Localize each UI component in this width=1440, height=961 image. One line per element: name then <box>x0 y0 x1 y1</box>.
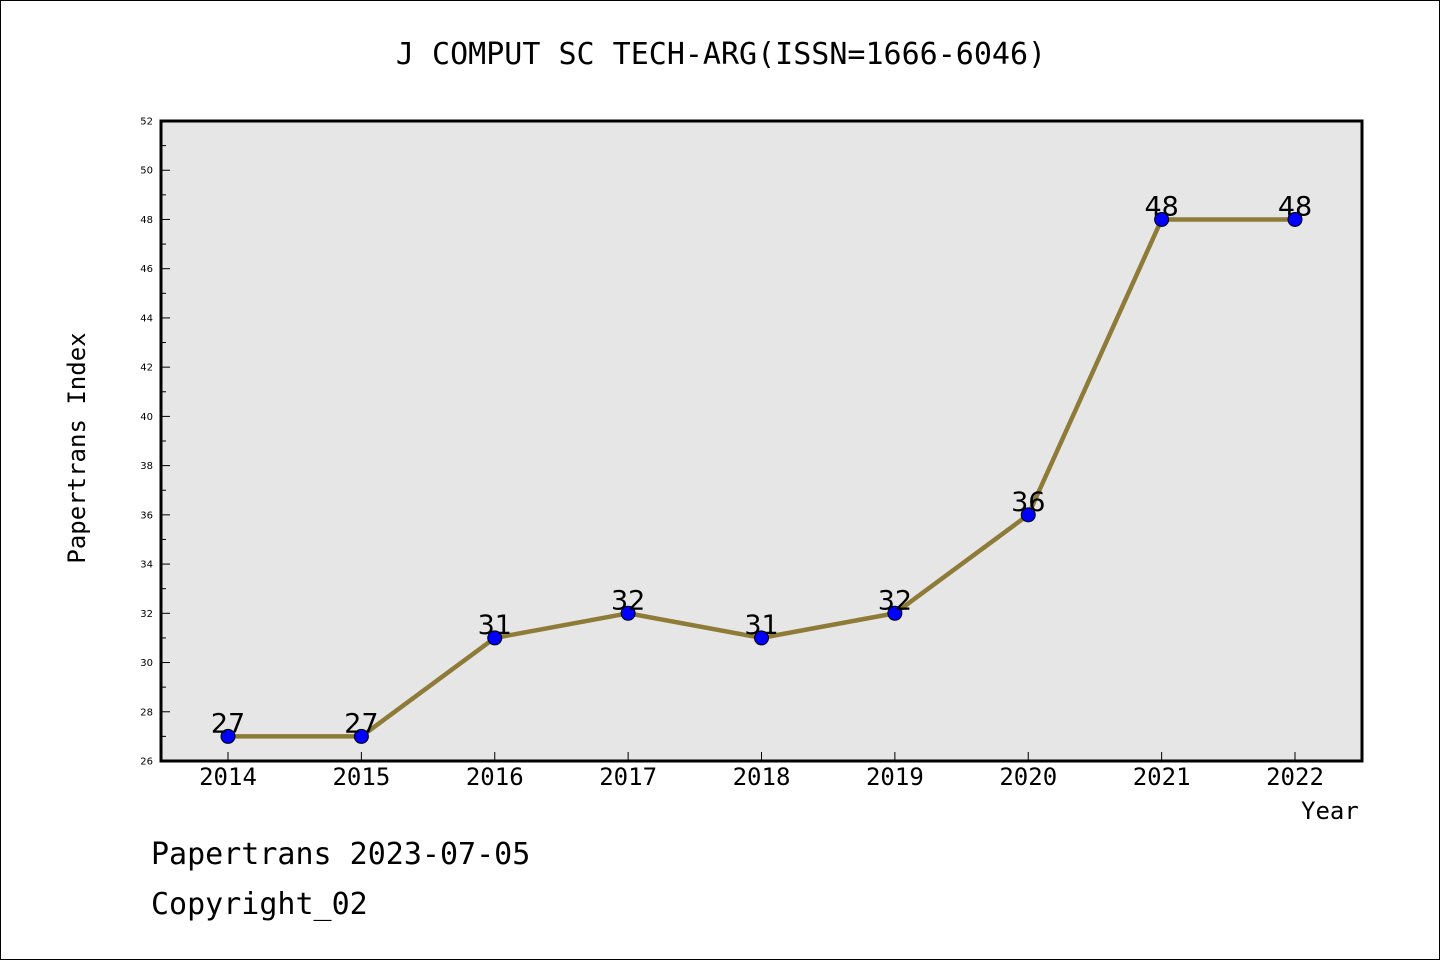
data-markers <box>220 211 1303 744</box>
x-tick-label: 2016 <box>466 763 524 791</box>
data-point-marker <box>620 605 636 621</box>
y-tick-label: 30 <box>140 658 153 669</box>
x-axis: 2014 2015 2016 2017 2018 2019 2020 2021 2022 <box>199 752 1324 791</box>
data-point-label: 48 <box>1144 191 1178 222</box>
x-tick-label: 2018 <box>733 763 791 791</box>
y-tick-label: 38 <box>140 461 153 472</box>
footer-copyright: Copyright_02 <box>151 887 368 922</box>
y-tick-label: 42 <box>140 363 153 374</box>
data-point-label: 32 <box>611 585 645 616</box>
y-tick-label: 50 <box>140 166 153 177</box>
y-tick-label: 48 <box>140 215 153 226</box>
data-point-label: 31 <box>478 610 512 641</box>
y-tick-label: 40 <box>140 412 153 423</box>
data-labels: 27 27 31 32 31 32 36 48 48 <box>211 191 1312 739</box>
y-axis: 26 28 30 32 34 36 38 40 42 44 46 48 50 52 <box>140 117 170 768</box>
y-tick-label: 44 <box>140 313 153 324</box>
data-point-marker <box>1020 507 1036 523</box>
data-point-marker <box>220 728 236 744</box>
y-tick-label: 36 <box>140 510 153 521</box>
x-tick-label: 2017 <box>599 763 657 791</box>
data-point-marker <box>1287 211 1303 227</box>
data-point-label: 48 <box>1278 191 1312 222</box>
x-tick-label: 2022 <box>1266 763 1324 791</box>
data-point-label: 27 <box>344 708 378 739</box>
x-tick-label: 2020 <box>999 763 1057 791</box>
data-point-label: 31 <box>744 610 778 641</box>
y-tick-label: 28 <box>140 707 153 718</box>
data-point-marker <box>887 605 903 621</box>
y-tick-label: 32 <box>140 609 153 620</box>
x-tick-label: 2014 <box>199 763 257 791</box>
x-tick-label: 2019 <box>866 763 924 791</box>
chart-title: J COMPUT SC TECH-ARG(ISSN=1666-6046) <box>395 37 1047 72</box>
x-axis-label: Year <box>1301 797 1359 825</box>
data-point-marker <box>754 630 769 646</box>
data-point-marker <box>353 728 369 744</box>
x-tick-label: 2015 <box>332 763 390 791</box>
plot-area <box>161 121 1362 761</box>
data-point-label: 27 <box>211 708 245 739</box>
x-tick-label: 2021 <box>1133 763 1191 791</box>
data-point-label: 32 <box>878 585 912 616</box>
y-tick-label: 34 <box>140 560 153 571</box>
data-point-marker <box>487 630 503 646</box>
y-tick-label: 52 <box>140 117 153 128</box>
footer-date: Papertrans 2023-07-05 <box>151 837 531 872</box>
y-tick-label: 46 <box>140 264 153 275</box>
data-point-marker <box>1154 211 1170 227</box>
data-point-label: 36 <box>1011 487 1045 518</box>
y-tick-label: 26 <box>140 757 153 768</box>
plot-border <box>159 119 1364 763</box>
